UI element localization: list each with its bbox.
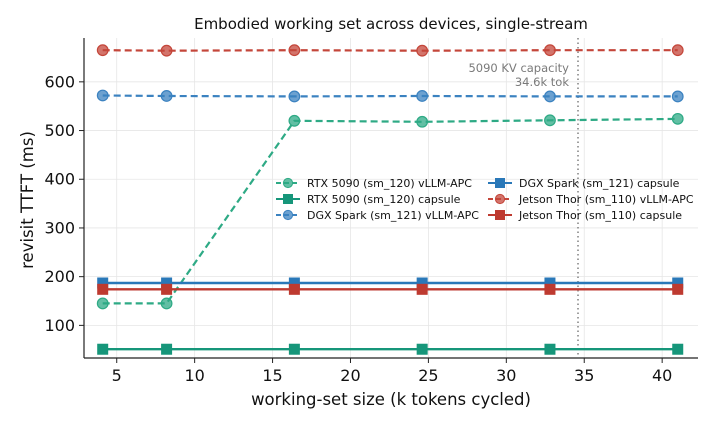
legend-entry-dgx-spark-sm-121-vllm-apc: DGX Spark (sm_121) vLLM-APC xyxy=(276,209,479,222)
data-point xyxy=(161,343,173,355)
legend-label: RTX 5090 (sm_120) vLLM-APC xyxy=(307,177,472,190)
data-point xyxy=(288,44,301,57)
data-point xyxy=(161,283,173,295)
legend-label: DGX Spark (sm_121) capsule xyxy=(519,177,680,190)
data-point xyxy=(416,90,429,102)
legend-entry-dgx-spark-sm-121-capsule: DGX Spark (sm_121) capsule xyxy=(488,177,680,190)
x-tick-label: 35 xyxy=(574,366,594,385)
data-point xyxy=(288,90,301,103)
series-layer xyxy=(96,44,684,355)
data-point xyxy=(416,44,429,57)
x-tick-label: 30 xyxy=(496,366,516,385)
legend-entry-jetson-thor-sm-110-vllm-apc: Jetson Thor (sm_110) vLLM-APC xyxy=(488,193,694,206)
data-point xyxy=(96,89,109,102)
y-tick-label: 600 xyxy=(44,72,75,91)
data-point xyxy=(544,114,556,127)
x-axis-label: working-set size (k tokens cycled) xyxy=(251,390,531,409)
series-jetson-thor-sm-110-vllm-apc xyxy=(96,44,684,57)
legend-entry-rtx-5090-sm-120-capsule: RTX 5090 (sm_120) capsule xyxy=(276,193,461,206)
x-tick-label: 15 xyxy=(262,366,282,385)
data-point xyxy=(544,283,556,295)
legend-marker xyxy=(495,178,505,188)
data-point xyxy=(671,90,684,103)
y-tick-label: 100 xyxy=(44,316,75,335)
series-rtx-5090-sm-120-capsule xyxy=(97,343,684,355)
legend-label: RTX 5090 (sm_120) capsule xyxy=(307,193,461,206)
series-jetson-thor-sm-110-capsule xyxy=(97,283,684,295)
data-point xyxy=(288,343,300,355)
legend-entry-jetson-thor-sm-110-capsule: Jetson Thor (sm_110) capsule xyxy=(488,209,682,222)
x-tick-label: 25 xyxy=(418,366,438,385)
data-point xyxy=(671,112,684,125)
data-point xyxy=(671,44,684,57)
data-point xyxy=(416,115,429,128)
data-point xyxy=(672,343,684,355)
data-point xyxy=(544,44,556,57)
chart-title: Embodied working set across devices, sin… xyxy=(194,15,588,33)
data-point xyxy=(288,277,300,289)
y-tick-label: 400 xyxy=(44,170,75,189)
data-point xyxy=(160,90,173,102)
legend-entry-rtx-5090-sm-120-vllm-apc: RTX 5090 (sm_120) vLLM-APC xyxy=(276,177,472,190)
y-axis-label: revisit TTFT (ms) xyxy=(18,131,37,269)
data-point xyxy=(97,277,109,289)
series-line xyxy=(102,49,678,52)
series-rtx-5090-sm-120-vllm-apc xyxy=(96,112,684,310)
legend-marker xyxy=(495,210,505,220)
data-point xyxy=(97,283,109,295)
data-point xyxy=(288,283,300,295)
data-point xyxy=(97,343,109,355)
axes: 5 10 15 20 25 30 35 40 100 200 300 400 500 600 xyxy=(44,38,698,385)
data-point xyxy=(416,343,428,355)
legend-label: Jetson Thor (sm_110) capsule xyxy=(518,209,682,222)
series-dgx-spark-sm-121-vllm-apc xyxy=(96,89,684,103)
capacity-annotation-text: 34.6k tok xyxy=(515,75,569,89)
data-point xyxy=(96,297,109,310)
data-point xyxy=(160,44,173,57)
x-tick-label: 40 xyxy=(652,366,672,385)
legend-marker xyxy=(494,193,506,205)
data-point xyxy=(672,283,684,295)
data-point xyxy=(416,277,428,289)
data-point xyxy=(288,114,301,127)
legend-marker xyxy=(282,177,294,189)
data-point xyxy=(544,90,556,103)
y-tick-label: 200 xyxy=(44,267,75,286)
series-line xyxy=(102,117,678,305)
data-point xyxy=(161,277,173,289)
data-point xyxy=(160,297,173,310)
x-tick-label: 10 xyxy=(184,366,204,385)
legend: RTX 5090 (sm_120) vLLM-APC RTX 5090 (sm_1… xyxy=(276,177,694,222)
x-tick-label: 20 xyxy=(340,366,360,385)
x-tick-label: 5 xyxy=(112,366,122,385)
data-point xyxy=(416,283,428,295)
data-point xyxy=(96,44,109,57)
y-tick-label: 300 xyxy=(44,218,75,237)
legend-marker xyxy=(283,194,293,204)
data-point xyxy=(544,343,556,355)
y-tick-label: 500 xyxy=(44,121,75,140)
legend-label: Jetson Thor (sm_110) vLLM-APC xyxy=(518,193,694,206)
data-point xyxy=(544,277,556,289)
series-dgx-spark-sm-121-capsule xyxy=(97,277,684,289)
legend-label: DGX Spark (sm_121) vLLM-APC xyxy=(307,209,479,222)
capacity-annotation-text: 5090 KV capacity xyxy=(468,61,569,75)
legend-marker xyxy=(282,209,294,221)
series-line xyxy=(102,94,678,98)
data-point xyxy=(672,277,684,289)
